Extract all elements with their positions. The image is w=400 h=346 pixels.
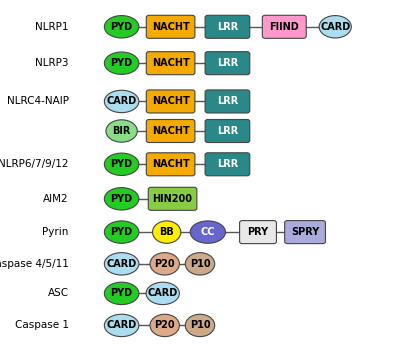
Ellipse shape: [185, 253, 215, 275]
Text: CARD: CARD: [106, 97, 137, 107]
Ellipse shape: [104, 221, 139, 243]
Text: LRR: LRR: [217, 22, 238, 32]
Ellipse shape: [104, 253, 139, 275]
Text: NLRC4-NAIP: NLRC4-NAIP: [7, 97, 69, 107]
Text: Caspase 1: Caspase 1: [15, 320, 69, 330]
Text: Pyrin: Pyrin: [42, 227, 69, 237]
Text: CC: CC: [200, 227, 215, 237]
Ellipse shape: [106, 120, 137, 142]
FancyBboxPatch shape: [148, 187, 197, 210]
FancyBboxPatch shape: [146, 15, 195, 38]
Ellipse shape: [146, 282, 180, 304]
Text: NACHT: NACHT: [152, 22, 190, 32]
Text: NLRP1: NLRP1: [35, 22, 69, 32]
Text: NLRP6/7/9/12: NLRP6/7/9/12: [0, 159, 69, 169]
FancyBboxPatch shape: [240, 221, 276, 244]
Text: PRY: PRY: [248, 227, 268, 237]
Text: LRR: LRR: [217, 159, 238, 169]
Ellipse shape: [150, 253, 180, 275]
Text: CARD: CARD: [320, 22, 350, 32]
FancyBboxPatch shape: [146, 90, 195, 113]
FancyBboxPatch shape: [285, 221, 326, 244]
FancyBboxPatch shape: [146, 119, 195, 143]
Ellipse shape: [104, 90, 139, 113]
Ellipse shape: [104, 153, 139, 175]
Text: Caspase 4/5/11: Caspase 4/5/11: [0, 259, 69, 269]
Text: BB: BB: [159, 227, 174, 237]
Text: AIM2: AIM2: [43, 194, 69, 204]
Text: NACHT: NACHT: [152, 126, 190, 136]
Text: PYD: PYD: [110, 288, 133, 298]
Text: NACHT: NACHT: [152, 159, 190, 169]
Ellipse shape: [150, 314, 180, 337]
Ellipse shape: [104, 314, 139, 337]
Text: NACHT: NACHT: [152, 58, 190, 68]
FancyBboxPatch shape: [146, 153, 195, 176]
Text: P10: P10: [190, 259, 210, 269]
Text: LRR: LRR: [217, 58, 238, 68]
Text: CARD: CARD: [106, 259, 137, 269]
Ellipse shape: [185, 314, 215, 337]
Text: LRR: LRR: [217, 126, 238, 136]
Text: P20: P20: [154, 320, 175, 330]
Ellipse shape: [104, 52, 139, 74]
FancyBboxPatch shape: [262, 15, 306, 38]
Text: CARD: CARD: [148, 288, 178, 298]
Ellipse shape: [152, 221, 181, 243]
Text: LRR: LRR: [217, 97, 238, 107]
Ellipse shape: [104, 16, 139, 38]
Text: HIN200: HIN200: [152, 194, 192, 204]
Text: P20: P20: [154, 259, 175, 269]
Text: BIR: BIR: [112, 126, 131, 136]
Text: NLRP3: NLRP3: [35, 58, 69, 68]
Text: PYD: PYD: [110, 159, 133, 169]
FancyBboxPatch shape: [205, 15, 250, 38]
Text: PYD: PYD: [110, 58, 133, 68]
Ellipse shape: [190, 221, 226, 243]
FancyBboxPatch shape: [205, 90, 250, 113]
Text: NACHT: NACHT: [152, 97, 190, 107]
FancyBboxPatch shape: [205, 153, 250, 176]
Text: FIIND: FIIND: [270, 22, 299, 32]
Text: SPRY: SPRY: [291, 227, 319, 237]
Ellipse shape: [319, 16, 351, 38]
Text: CARD: CARD: [106, 320, 137, 330]
Text: PYD: PYD: [110, 22, 133, 32]
Text: PYD: PYD: [110, 194, 133, 204]
Ellipse shape: [104, 282, 139, 304]
FancyBboxPatch shape: [146, 52, 195, 75]
Text: PYD: PYD: [110, 227, 133, 237]
Text: ASC: ASC: [48, 288, 69, 298]
FancyBboxPatch shape: [205, 52, 250, 75]
Text: P10: P10: [190, 320, 210, 330]
FancyBboxPatch shape: [205, 119, 250, 143]
Ellipse shape: [104, 188, 139, 210]
